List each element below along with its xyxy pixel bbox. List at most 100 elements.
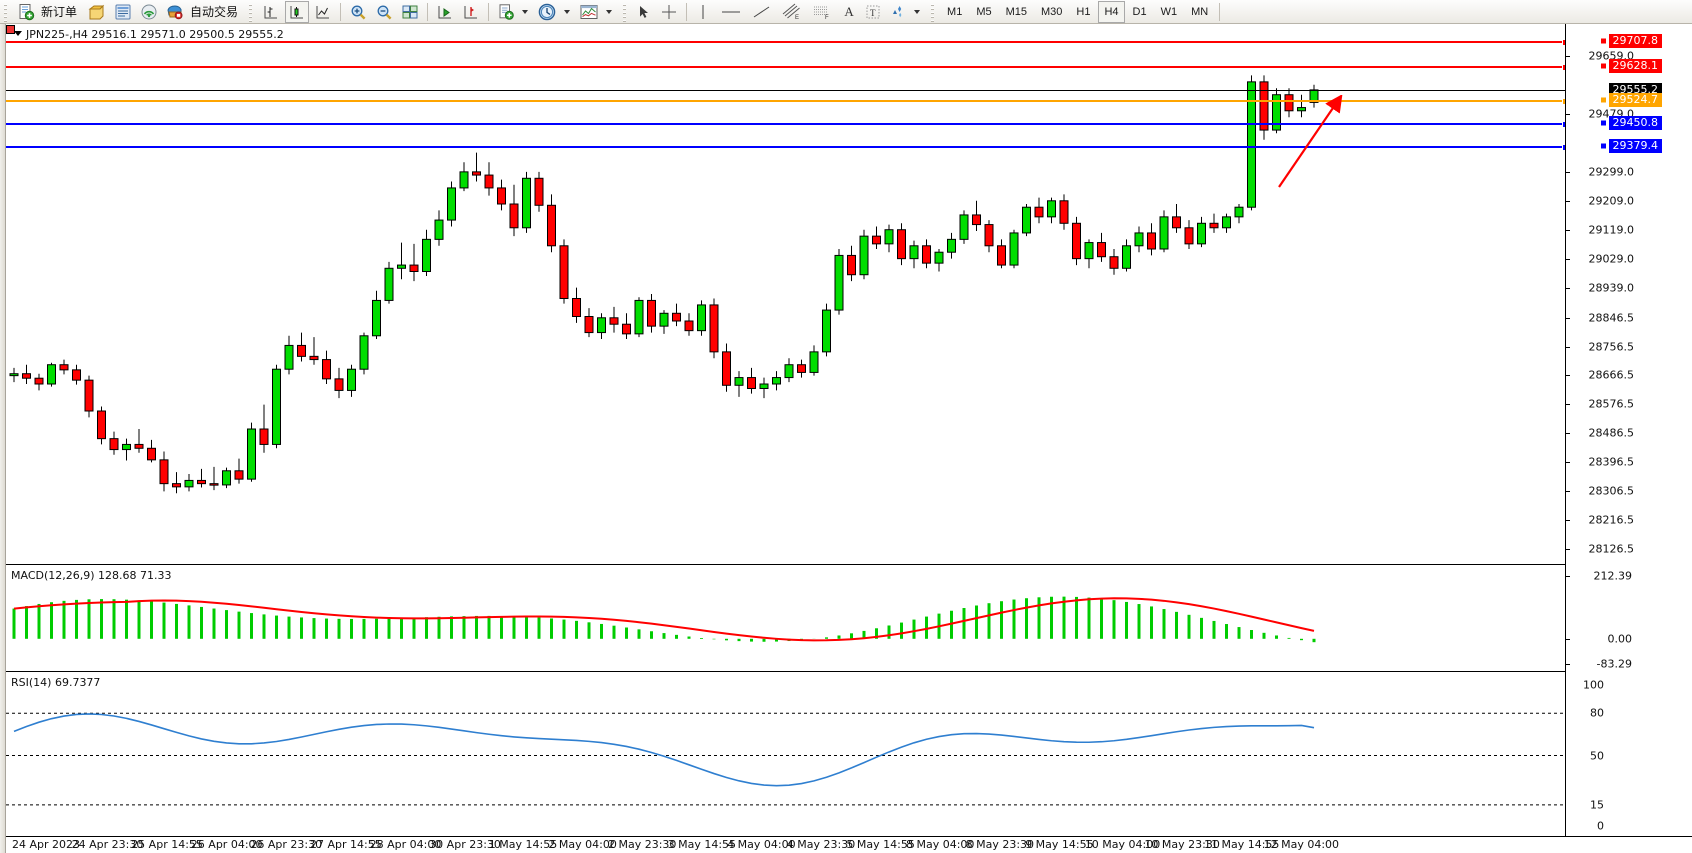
- price-chart-pane[interactable]: [6, 24, 1565, 564]
- price-axis-tick: [1566, 317, 1570, 319]
- drawings-icon[interactable]: [886, 1, 910, 23]
- rsi-axis-label: 50: [1590, 749, 1604, 762]
- cursor-icon[interactable]: [633, 1, 655, 23]
- trendline-icon[interactable]: [748, 1, 776, 23]
- rsi-axis-label: 80: [1590, 706, 1604, 720]
- price-axis-label: 28576.5: [1588, 397, 1635, 411]
- price-axis-tick: [1566, 462, 1570, 464]
- price-tag-resistance-upper[interactable]: 29707.8: [1599, 33, 1662, 48]
- price-chart-canvas: [9, 75, 1319, 494]
- price-axis-tick: [1566, 433, 1570, 435]
- toolbar-grip-4[interactable]: [930, 1, 938, 22]
- macd-pane[interactable]: MACD(12,26,9) 128.68 71.33: [6, 566, 1565, 671]
- zoom-in-icon[interactable]: [346, 1, 370, 23]
- market-watch-icon[interactable]: [111, 1, 135, 23]
- price-axis-tick: [1566, 375, 1570, 377]
- timeframe-m1[interactable]: M1: [947, 5, 963, 18]
- toolbar-grip-3[interactable]: [622, 1, 630, 22]
- text-label-icon[interactable]: T: [862, 1, 884, 23]
- timeframe-h1[interactable]: H1: [1076, 5, 1091, 18]
- tile-windows-icon[interactable]: [398, 1, 422, 23]
- time-axis-label: 8 May 23:30: [965, 838, 1035, 851]
- templates-dropdown-caret[interactable]: [606, 9, 613, 14]
- price-tag-pivot-level[interactable]: 29524.7: [1599, 92, 1662, 107]
- time-axis-label: 10 May 04:00: [1084, 838, 1161, 851]
- toolbar-separator-2: [427, 2, 429, 21]
- price-tag-support-lower[interactable]: 29379.4: [1599, 139, 1662, 154]
- rsi-axis-label: 0: [1597, 819, 1604, 833]
- level-line-resistance-lower[interactable]: [6, 64, 1569, 72]
- level-line-resistance-upper[interactable]: [6, 38, 1569, 46]
- periods-dropdown-caret[interactable]: [564, 9, 571, 14]
- timeframe-m15[interactable]: M15: [1005, 5, 1027, 18]
- up-arrow: [1278, 95, 1343, 188]
- price-axis-label: 29029.0: [1588, 252, 1635, 266]
- time-axis-label: 11 May 14:55: [1204, 838, 1280, 851]
- timeframe-mn[interactable]: MN: [1191, 5, 1209, 18]
- auto-trading-label[interactable]: 自动交易: [190, 5, 239, 19]
- price-axis-tick: [1566, 201, 1570, 203]
- timeframe-w1[interactable]: W1: [1160, 5, 1178, 18]
- line-chart-icon[interactable]: [311, 1, 335, 23]
- time-axis-label: 4 May 04:00: [727, 838, 796, 851]
- new-order-icon[interactable]: [14, 1, 38, 23]
- price-axis-label: 28846.5: [1588, 311, 1635, 325]
- vertical-line-icon[interactable]: [692, 1, 714, 23]
- crosshair-icon[interactable]: [657, 1, 681, 23]
- price-tag-resistance-lower[interactable]: 29628.1: [1599, 59, 1662, 74]
- equidistant-channel-icon[interactable]: E: [778, 1, 806, 23]
- zoom-out-icon[interactable]: [372, 1, 396, 23]
- new-order-label[interactable]: 新订单: [41, 5, 78, 19]
- toolbar-grip[interactable]: [3, 1, 10, 22]
- timeframe-h4[interactable]: H4: [1098, 0, 1125, 23]
- price-axis-tick: [1566, 230, 1570, 232]
- price-axis-label: 29209.0: [1588, 194, 1635, 208]
- price-tag-handle[interactable]: [1599, 62, 1607, 70]
- drawings-dropdown-caret[interactable]: [914, 9, 921, 14]
- chart-shift-icon[interactable]: [459, 1, 483, 23]
- candlestick-chart-icon[interactable]: [285, 0, 310, 23]
- price-axis-label: 28939.0: [1588, 281, 1635, 295]
- price-tag-handle[interactable]: [1599, 119, 1607, 127]
- chart-menu-caret[interactable]: [14, 31, 22, 36]
- timeframe-m5[interactable]: M5: [976, 5, 992, 18]
- level-line-current-price[interactable]: [6, 89, 1565, 91]
- indicators-dropdown-caret[interactable]: [522, 9, 529, 14]
- time-axis[interactable]: 24 Apr 2023 24 Apr 23:30 25 Apr 14:55 26 Ap…: [6, 836, 1692, 853]
- indicators-icon[interactable]: [494, 1, 518, 23]
- price-tag-support-upper[interactable]: 29450.8: [1599, 116, 1662, 131]
- text-icon[interactable]: A: [844, 3, 854, 19]
- price-axis-label: 28306.5: [1588, 484, 1635, 498]
- macd-axis-label: 0.00: [1607, 632, 1633, 646]
- price-axis-tick: [1566, 491, 1570, 493]
- toolbar-grip-2[interactable]: [248, 1, 256, 22]
- templates-icon[interactable]: [576, 1, 602, 23]
- auto-trading-icon[interactable]: [163, 1, 187, 23]
- macd-axis-tick: [1566, 663, 1570, 665]
- periods-icon[interactable]: [534, 1, 560, 23]
- price-tag-handle[interactable]: [1599, 96, 1607, 104]
- timeframe-d1[interactable]: D1: [1132, 5, 1147, 18]
- price-axis-label: 28666.5: [1588, 368, 1635, 382]
- time-axis-label: 27 Apr 14:55: [310, 838, 382, 851]
- price-tag-handle[interactable]: [1599, 37, 1607, 45]
- svg-text:F: F: [825, 15, 829, 21]
- auto-scroll-icon[interactable]: [433, 1, 457, 23]
- vertical-scrollbar[interactable]: [0, 24, 6, 853]
- time-axis-label: 12 May 04:00: [1263, 838, 1340, 851]
- time-axis-label: 4 May 23:30: [786, 838, 856, 851]
- timeframe-m30[interactable]: M30: [1041, 5, 1063, 18]
- chart-symbol-marker: [6, 25, 15, 34]
- rsi-pane[interactable]: RSI(14) 69.7377: [6, 673, 1565, 836]
- time-axis-label: 3 May 14:55: [667, 838, 737, 851]
- navigator-icon[interactable]: [137, 1, 161, 23]
- fibonacci-icon[interactable]: F: [808, 1, 836, 23]
- toolbar-separator-5: [1219, 2, 1221, 21]
- horizontal-line-icon[interactable]: [716, 1, 746, 23]
- price-tag-handle[interactable]: [1599, 142, 1607, 150]
- price-axis-label: 28126.5: [1588, 542, 1635, 556]
- bar-chart-icon[interactable]: [259, 1, 283, 23]
- profiles-icon[interactable]: [85, 1, 109, 23]
- price-axis[interactable]: 29659.0 29479.0 29299.0 29209.0 29119.0 29029…: [1565, 24, 1692, 836]
